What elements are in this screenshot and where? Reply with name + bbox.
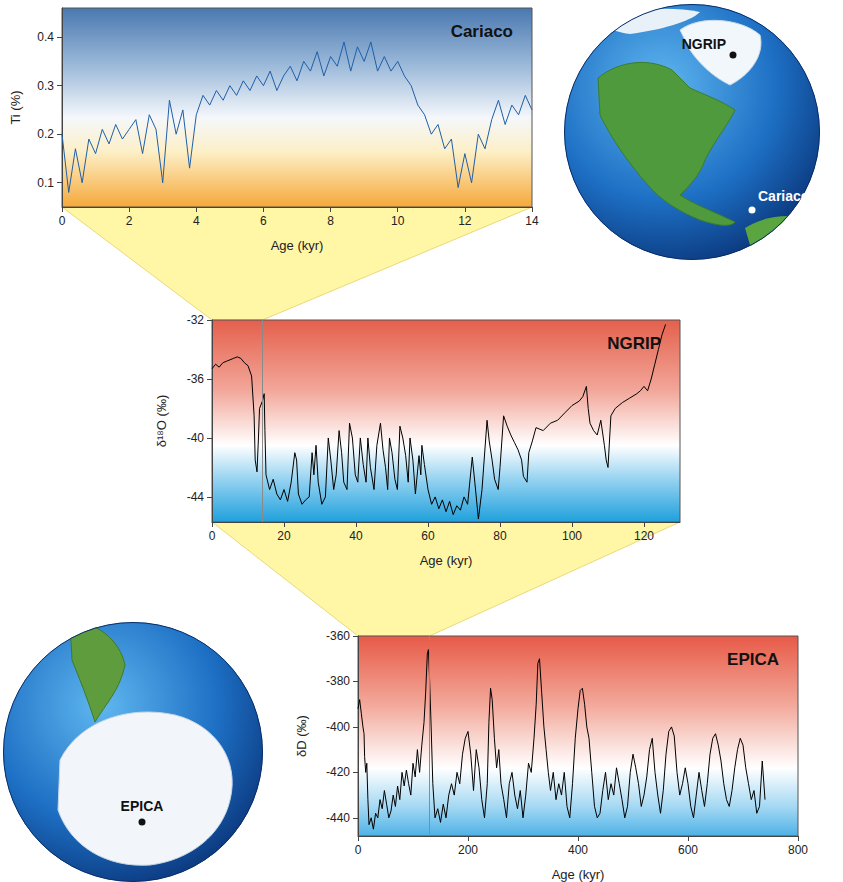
svg-text:0: 0 xyxy=(209,529,216,543)
svg-text:200: 200 xyxy=(458,843,478,857)
svg-text:80: 80 xyxy=(493,529,507,543)
svg-text:12: 12 xyxy=(458,214,472,228)
svg-text:0: 0 xyxy=(355,843,362,857)
svg-text:0.1: 0.1 xyxy=(37,176,54,190)
svg-text:100: 100 xyxy=(562,529,582,543)
svg-text:20: 20 xyxy=(277,529,291,543)
svg-text:Age (kyr): Age (kyr) xyxy=(552,867,605,882)
svg-text:δD (‰): δD (‰) xyxy=(294,715,309,757)
svg-text:-40: -40 xyxy=(187,431,205,445)
svg-text:-360: -360 xyxy=(326,629,350,643)
svg-text:Cariaco: Cariaco xyxy=(758,188,809,204)
svg-text:400: 400 xyxy=(568,843,588,857)
svg-text:4: 4 xyxy=(193,214,200,228)
svg-text:NGRIP: NGRIP xyxy=(682,36,726,52)
svg-text:0: 0 xyxy=(59,214,66,228)
svg-text:-400: -400 xyxy=(326,720,350,734)
svg-text:EPICA: EPICA xyxy=(121,798,164,814)
svg-text:-32: -32 xyxy=(187,313,205,327)
svg-text:-420: -420 xyxy=(326,765,350,779)
svg-text:8: 8 xyxy=(327,214,334,228)
svg-text:10: 10 xyxy=(391,214,405,228)
svg-text:Ti (%): Ti (%) xyxy=(8,90,23,124)
svg-text:0.2: 0.2 xyxy=(37,127,54,141)
svg-text:-44: -44 xyxy=(187,490,205,504)
svg-text:Age (kyr): Age (kyr) xyxy=(420,553,473,568)
svg-text:0.4: 0.4 xyxy=(37,30,54,44)
svg-text:Cariaco: Cariaco xyxy=(451,22,513,41)
svg-text:14: 14 xyxy=(525,214,539,228)
svg-text:δ¹⁸O (‰): δ¹⁸O (‰) xyxy=(154,395,169,447)
svg-text:-440: -440 xyxy=(326,811,350,825)
svg-text:-36: -36 xyxy=(187,372,205,386)
svg-text:40: 40 xyxy=(349,529,363,543)
svg-text:600: 600 xyxy=(678,843,698,857)
svg-text:Age (kyr): Age (kyr) xyxy=(271,238,324,253)
svg-text:-380: -380 xyxy=(326,674,350,688)
svg-text:NGRIP: NGRIP xyxy=(607,334,661,353)
svg-text:120: 120 xyxy=(634,529,654,543)
svg-text:60: 60 xyxy=(421,529,435,543)
svg-text:800: 800 xyxy=(788,843,808,857)
svg-text:EPICA: EPICA xyxy=(727,650,779,669)
svg-text:0.3: 0.3 xyxy=(37,79,54,93)
svg-text:6: 6 xyxy=(260,214,267,228)
svg-text:2: 2 xyxy=(126,214,133,228)
